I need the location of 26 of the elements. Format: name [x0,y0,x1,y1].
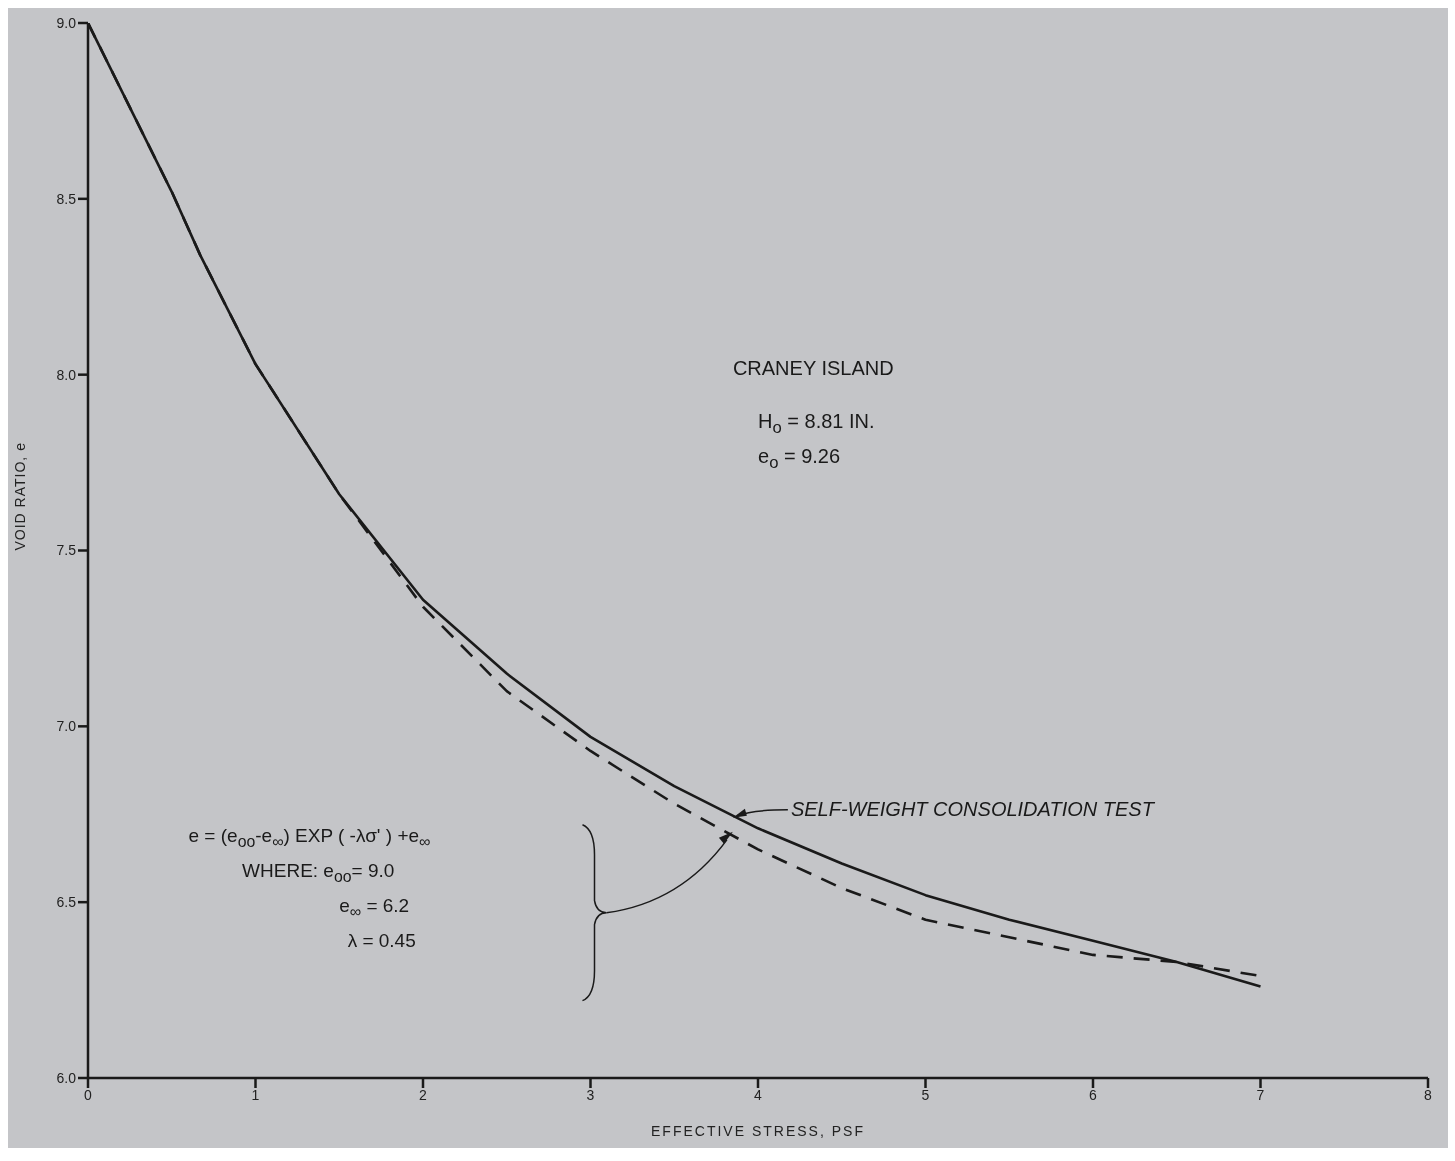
x-tick-label: 0 [84,1086,93,1103]
annotation: λ = 0.45 [347,930,416,953]
x-tick-label: 7 [1256,1086,1265,1103]
y-tick-label: 9.0 [56,14,77,31]
x-tick-label: 4 [754,1086,763,1103]
y-tick-label: 7.5 [56,542,77,559]
x-axis-title: EFFECTIVE STRESS, PSF [651,1123,865,1139]
y-tick-label: 6.5 [56,894,77,911]
y-tick-label: 8.0 [56,366,77,383]
x-tick-label: 5 [921,1086,930,1103]
annotation: e$_{∞}$ = 6.2 [339,895,410,921]
y-axis-title: VOID RATIO, e [11,442,28,551]
x-tick-label: 1 [251,1086,260,1103]
annotation: WHERE: e$_{oo}$= 9.0 [242,859,395,886]
annotation: e = (e$_{oo}$-e$_{∞}$) EXP ( -λσ' ) +e$_{∞}$ [188,824,431,851]
x-tick-label: 6 [1089,1086,1098,1103]
annotation: CRANEY ISLAND [732,357,894,381]
x-tick-label: 2 [419,1086,428,1103]
y-tick-label: 8.5 [56,190,77,207]
annotation: SELF-WEIGHT CONSOLIDATION TEST [790,797,1154,821]
y-tick-label: 7.0 [56,718,77,735]
y-tick-label: 6.0 [56,1069,77,1086]
annotation: H$_{o}$ = 8.81 IN. [758,409,875,438]
x-tick-label: 8 [1424,1086,1433,1103]
annotation: e$_{o}$ = 9.26 [758,445,841,473]
x-tick-label: 3 [586,1086,595,1103]
